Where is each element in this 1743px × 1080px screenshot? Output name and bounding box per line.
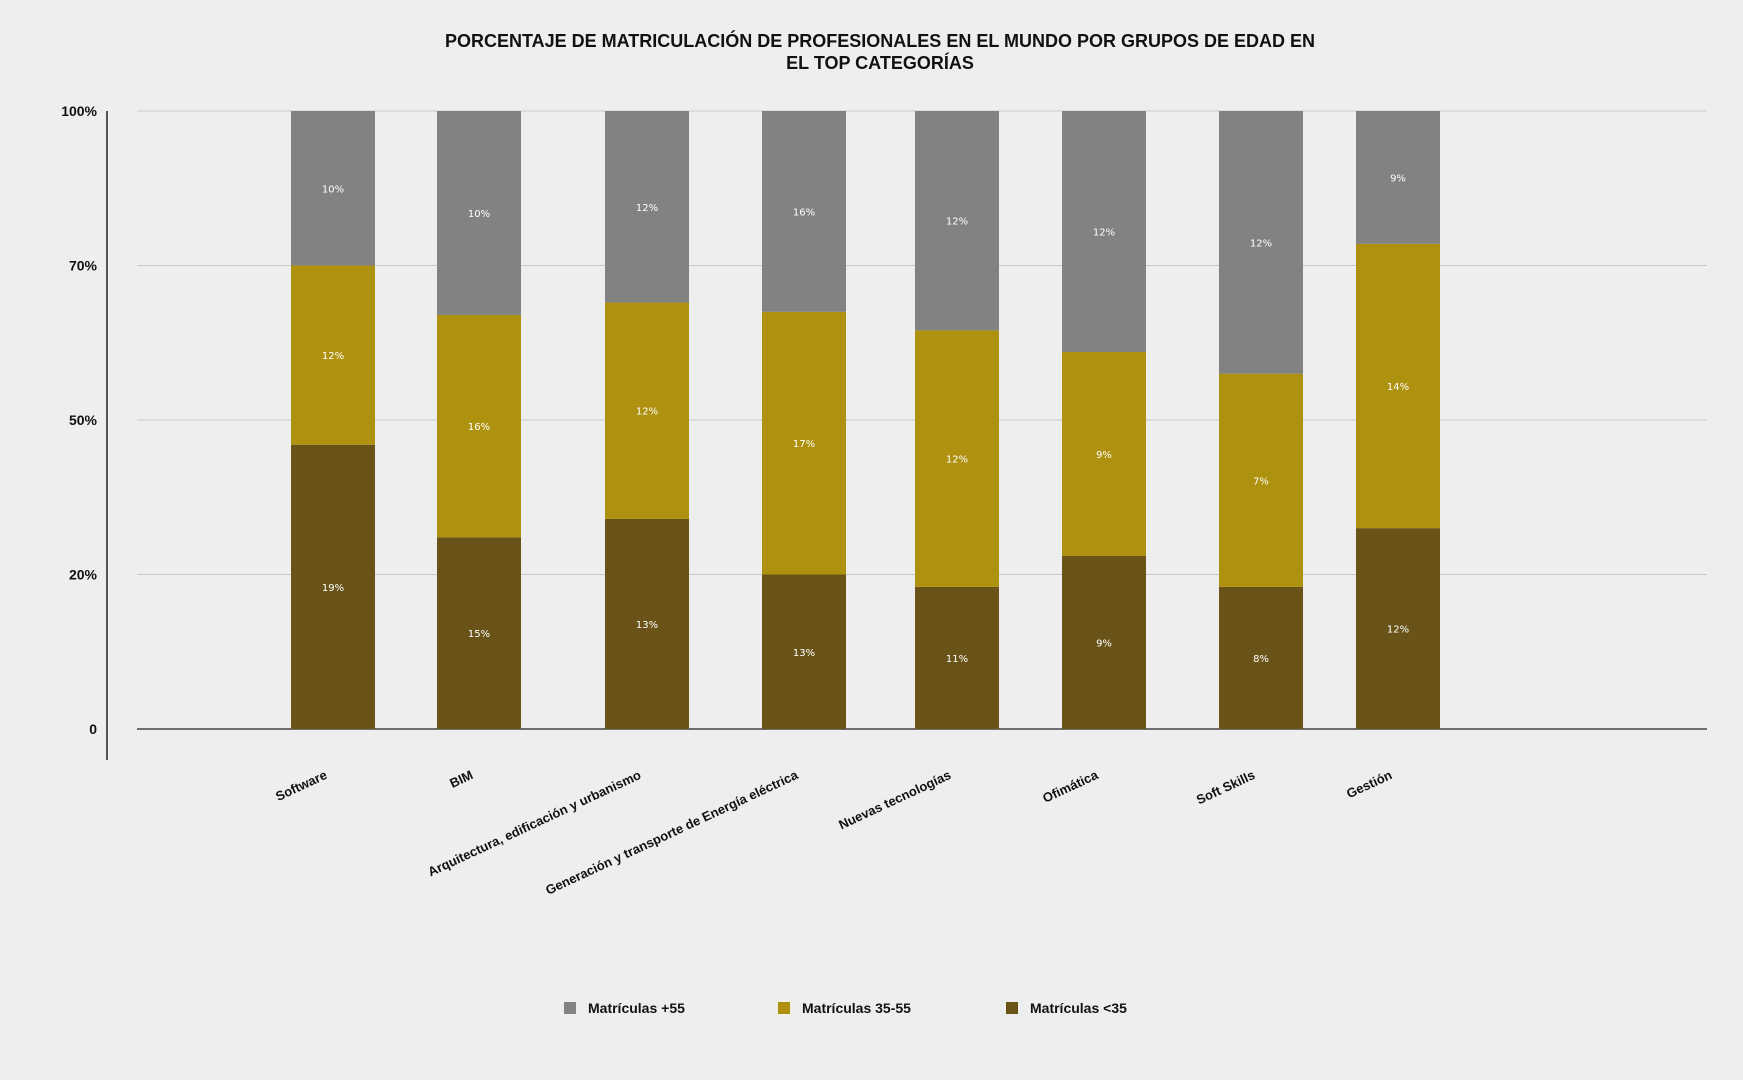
chart-title: PORCENTAJE DE MATRICULACIÓN DE PROFESION…: [380, 30, 1380, 74]
data-label: 15%: [468, 629, 490, 640]
bar-segment: [605, 302, 689, 519]
x-tick-label: BIM: [447, 767, 475, 791]
data-label: 13%: [636, 620, 658, 631]
data-label: 12%: [1250, 238, 1272, 249]
bar-segment: [1219, 111, 1303, 374]
data-label: 12%: [636, 203, 658, 214]
data-label: 9%: [1096, 450, 1112, 461]
bar-segment: [915, 586, 999, 729]
x-tick-label: Generación y transporte de Energía eléct…: [543, 767, 801, 898]
data-label: 8%: [1253, 654, 1269, 665]
data-label: 10%: [322, 184, 344, 195]
x-tick-label: Software: [273, 767, 329, 804]
chart-legend: Matrículas +55 Matrículas 35-55 Matrícul…: [0, 1000, 1743, 1024]
bar-segment: [915, 111, 999, 331]
bar-segment: [1356, 111, 1440, 244]
bar-segment: [291, 444, 375, 729]
data-label: 7%: [1253, 476, 1269, 487]
data-label: 13%: [793, 648, 815, 659]
legend-label-plus55: Matrículas +55: [588, 1000, 685, 1016]
data-label: 19%: [322, 583, 344, 594]
bar-segment: [437, 537, 521, 729]
bar-segment: [1062, 111, 1146, 353]
bar-segment: [605, 518, 689, 729]
legend-item-under35: Matrículas <35: [1006, 1000, 1127, 1016]
x-tick-label: Gestión: [1344, 767, 1394, 801]
bar-segment: [762, 111, 846, 312]
data-label: 12%: [946, 217, 968, 228]
data-label: 12%: [322, 351, 344, 362]
legend-label-under35: Matrículas <35: [1030, 1000, 1127, 1016]
bar-segment: [1219, 373, 1303, 587]
data-label: 14%: [1387, 382, 1409, 393]
bar-segment: [1356, 243, 1440, 529]
x-tick-label: Nuevas tecnologías: [836, 767, 953, 832]
bar-segment: [1356, 528, 1440, 729]
y-tick-label: 100%: [61, 103, 97, 119]
bar-segment: [762, 574, 846, 729]
legend-swatch-plus55: [564, 1002, 576, 1014]
legend-swatch-35-55: [778, 1002, 790, 1014]
bar-segment: [1062, 555, 1146, 729]
data-label: 16%: [793, 207, 815, 218]
legend-label-35-55: Matrículas 35-55: [802, 1000, 911, 1016]
data-label: 9%: [1096, 638, 1112, 649]
y-tick-label: 0: [89, 721, 97, 737]
bar-segment: [437, 314, 521, 538]
chart-title-line-1: PORCENTAJE DE MATRICULACIÓN DE PROFESION…: [444, 31, 1316, 51]
data-label: 17%: [793, 439, 815, 450]
data-label: 12%: [1387, 625, 1409, 636]
data-label: 12%: [946, 455, 968, 466]
x-tick-label: Soft Skills: [1194, 767, 1257, 807]
data-label: 11%: [946, 654, 968, 665]
bar-segment: [1062, 352, 1146, 556]
bar-segment: [1219, 586, 1303, 729]
legend-item-35-55: Matrículas 35-55: [778, 1000, 911, 1016]
data-label: 10%: [468, 209, 490, 220]
bar-segment: [762, 311, 846, 575]
x-tick-label: Ofimática: [1040, 767, 1101, 806]
bar-segment: [605, 111, 689, 303]
bar-segment: [291, 265, 375, 445]
legend-item-plus55: Matrículas +55: [564, 1000, 685, 1016]
legend-swatch-under35: [1006, 1002, 1018, 1014]
y-tick-label: 20%: [69, 567, 98, 583]
y-tick-label: 50%: [69, 412, 98, 428]
bar-segment: [437, 111, 521, 315]
data-label: 12%: [1093, 228, 1115, 239]
bar-segment: [291, 111, 375, 266]
bar-segment: [915, 330, 999, 587]
data-label: 16%: [468, 422, 490, 433]
chart-title-line-2: EL TOP CATEGORÍAS: [786, 53, 974, 73]
data-label: 9%: [1390, 173, 1406, 184]
y-tick-label: 70%: [69, 258, 98, 274]
data-label: 12%: [636, 407, 658, 418]
